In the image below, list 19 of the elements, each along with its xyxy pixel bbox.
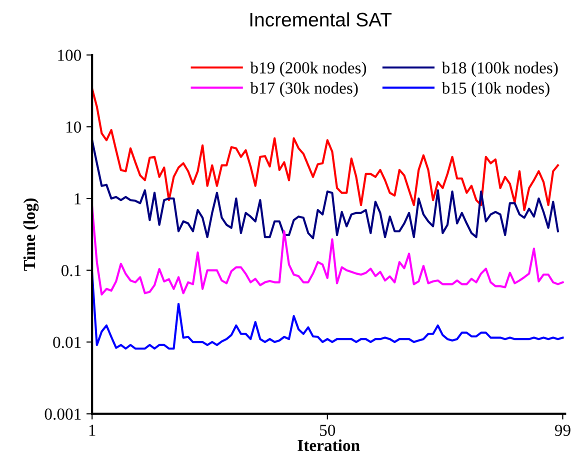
x-tick-label: 1 [89, 424, 96, 436]
y-tick-label: 100 [58, 50, 82, 61]
line-series [92, 272, 564, 350]
line-series [92, 206, 564, 296]
legend-label: b18 (100k nodes) [442, 62, 558, 77]
y-tick-label: 10 [66, 121, 82, 133]
y-axis-title: Time (log) [23, 198, 39, 271]
y-tick-label: 0.01 [53, 336, 81, 348]
legend-label: b15 (10k nodes) [442, 82, 550, 98]
y-tick-label: 0.1 [61, 264, 81, 276]
chart-title: Incremental SAT [250, 12, 392, 27]
legend-label: b19 (200k nodes) [250, 62, 366, 77]
y-tick-label: 1 [74, 193, 81, 204]
x-tick-label: 99 [554, 424, 570, 436]
x-tick-label: 50 [320, 424, 336, 436]
y-tick-label: 0.001 [44, 408, 81, 420]
line-series [92, 139, 559, 240]
x-axis-title: Iteration [298, 439, 360, 452]
legend-label: b17 (30k nodes) [250, 82, 358, 98]
